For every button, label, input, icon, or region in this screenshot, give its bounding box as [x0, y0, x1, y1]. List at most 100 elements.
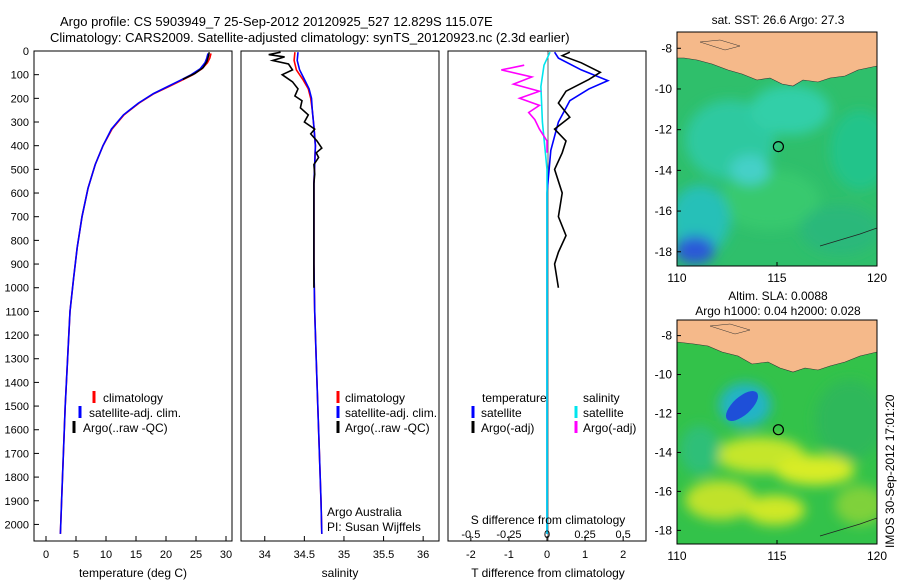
x-tick-label: 25: [190, 549, 202, 561]
argo-location-marker: [772, 424, 785, 436]
map-y-tick-label: -12: [655, 123, 673, 137]
depth-tick-label: 200: [11, 93, 29, 105]
legend-title-temperature: temperature: [482, 391, 547, 405]
depth-tick-label: 0: [23, 46, 29, 58]
sla-map-ticks: 110 115 120 -8 -10 -12 -14 -16 -18: [655, 329, 888, 563]
difference-top-ticks: -0.5 -0.25 0 0.25 0.5: [461, 529, 630, 541]
sla-contour: [819, 517, 877, 537]
diff-series-line-0: [546, 51, 610, 534]
x-tick-label: -1: [504, 549, 514, 561]
sst-texture: [677, 85, 877, 264]
series-line-1: [59, 53, 209, 534]
map-x-tick-label: 110: [667, 549, 686, 563]
x-tick-label: 36: [417, 549, 429, 561]
depth-tick-label: 1100: [5, 306, 29, 318]
legend-label-climatology: climatology: [345, 391, 405, 405]
temperature-x-ticks: 0 5 10 15 20 25 30: [43, 536, 232, 561]
header-line2: Climatology: CARS2009. Satellite-adjuste…: [50, 30, 570, 45]
depth-tick-label: 400: [11, 141, 29, 153]
x-tick-label: 30: [220, 549, 232, 561]
map-y-tick-label: -14: [655, 163, 673, 177]
sla-land: [677, 320, 877, 373]
temperature-legend: climatology satellite-adj. clim. Argo(..…: [72, 391, 181, 435]
map-y-tick-label: -18: [655, 523, 673, 537]
map-y-tick-label: -18: [655, 245, 673, 259]
temperature-series: [59, 52, 212, 534]
temperature-xlabel: temperature (deg C): [79, 566, 187, 580]
depth-tick-label: 1800: [5, 472, 29, 484]
x-tick-label: 34.5: [294, 549, 315, 561]
salinity-series: [268, 51, 323, 534]
difference-series: [501, 51, 610, 534]
timestamp: IMOS 30-Sep-2012 17:01:20: [883, 394, 897, 548]
depth-tick-label: 100: [11, 70, 29, 82]
sst-map-ticks: 110 115 120 -8 -10 -12 -14 -16 -18: [655, 41, 888, 285]
depth-tick-label: 800: [11, 235, 29, 247]
salinity-panel: 34 34.5 35 35.5 36 salinity climatology sate…: [240, 50, 440, 580]
temperature-panel: 0 5 10 15 20 25 30 0 100 200 300 400 500 600 700 800 90…: [5, 46, 233, 580]
depth-tick-label: 1600: [5, 425, 29, 437]
sst-contour: [819, 227, 877, 247]
x-tick-label: 0: [43, 549, 49, 561]
depth-tick-label: 1500: [5, 401, 29, 413]
depth-tick-label: 1900: [5, 496, 29, 508]
legend-title-salinity: salinity: [583, 391, 620, 405]
sla-map-field: [677, 320, 877, 544]
depth-tick-label: 1700: [5, 448, 29, 460]
difference-panel: -2 -1 0 1 2 -0.5 -0.25 0 0.25 0.5 S difference f…: [447, 50, 647, 580]
legend-label-argo: Argo(..raw -QC): [345, 421, 430, 435]
legend-label-sal-satellite: satellite: [583, 406, 624, 420]
sla-map: Altim. SLA: 0.0088 Argo h1000: 0.04 h200…: [655, 289, 888, 563]
top-tick-label: 0: [544, 529, 550, 541]
depth-tick-label: 600: [11, 188, 29, 200]
top-tick-label: 0.5: [616, 529, 631, 541]
sla-island: [709, 323, 751, 335]
map-y-tick-label: -8: [661, 41, 672, 55]
x-tick-label: 34: [259, 549, 271, 561]
top-tick-label: 0.25: [574, 529, 595, 541]
x-tick-label: 20: [160, 549, 172, 561]
sst-island: [699, 39, 741, 51]
difference-xlabel: T difference from climatology: [471, 566, 625, 580]
legend-label-argo: Argo(..raw -QC): [83, 421, 168, 435]
depth-ticks: 0 100 200 300 400 500 600 700 800 900 1000 1100 1200…: [5, 46, 39, 531]
series-line-1: [296, 52, 323, 534]
depth-tick-label: 300: [11, 117, 29, 129]
x-tick-label: 2: [620, 549, 626, 561]
depth-tick-label: 2000: [5, 519, 29, 531]
legend-label-sal-argo: Argo(-adj): [583, 421, 636, 435]
top-tick-label: -0.5: [461, 529, 480, 541]
annotation-pi: PI: Susan Wijffels: [327, 520, 421, 534]
x-tick-label: 0: [544, 549, 550, 561]
sst-map-field: [677, 32, 877, 266]
legend-label-temp-argo: Argo(-adj): [481, 421, 534, 435]
depth-tick-label: 1300: [5, 354, 29, 366]
x-tick-label: 1: [582, 549, 588, 561]
x-tick-label: 35: [338, 549, 350, 561]
diff-series-line-2: [540, 51, 551, 534]
x-tick-label: 10: [100, 549, 112, 561]
sla-map-subtitle: Argo h1000: 0.04 h2000: 0.028: [695, 304, 861, 318]
depth-tick-label: 1200: [5, 330, 29, 342]
series-line-2: [182, 52, 210, 81]
depth-tick-label: 900: [11, 259, 29, 271]
difference-legend: temperature salinity satellite Argo(-adj…: [471, 391, 636, 435]
series-line-2: [268, 51, 323, 288]
salinity-xlabel: salinity: [322, 566, 359, 580]
sla-map-title: Altim. SLA: 0.0088: [728, 289, 828, 303]
temperature-frame: [33, 50, 233, 542]
sla-low-core: [725, 391, 759, 421]
map-y-tick-label: -12: [655, 406, 673, 420]
series-line-0: [59, 53, 212, 534]
map-x-tick-label: 115: [767, 549, 786, 563]
sla-texture: [680, 380, 877, 525]
x-tick-label: 5: [73, 549, 79, 561]
map-y-tick-label: -10: [655, 368, 673, 382]
salinity-legend: climatology satellite-adj. clim. Argo(..…: [336, 391, 437, 435]
x-tick-label: 15: [130, 549, 142, 561]
map-y-tick-label: -14: [655, 445, 673, 459]
depth-tick-label: 1400: [5, 377, 29, 389]
map-y-tick-label: -10: [655, 82, 673, 96]
sst-map: sat. SST: 26.6 Argo: 27.3 110 11: [655, 13, 888, 285]
